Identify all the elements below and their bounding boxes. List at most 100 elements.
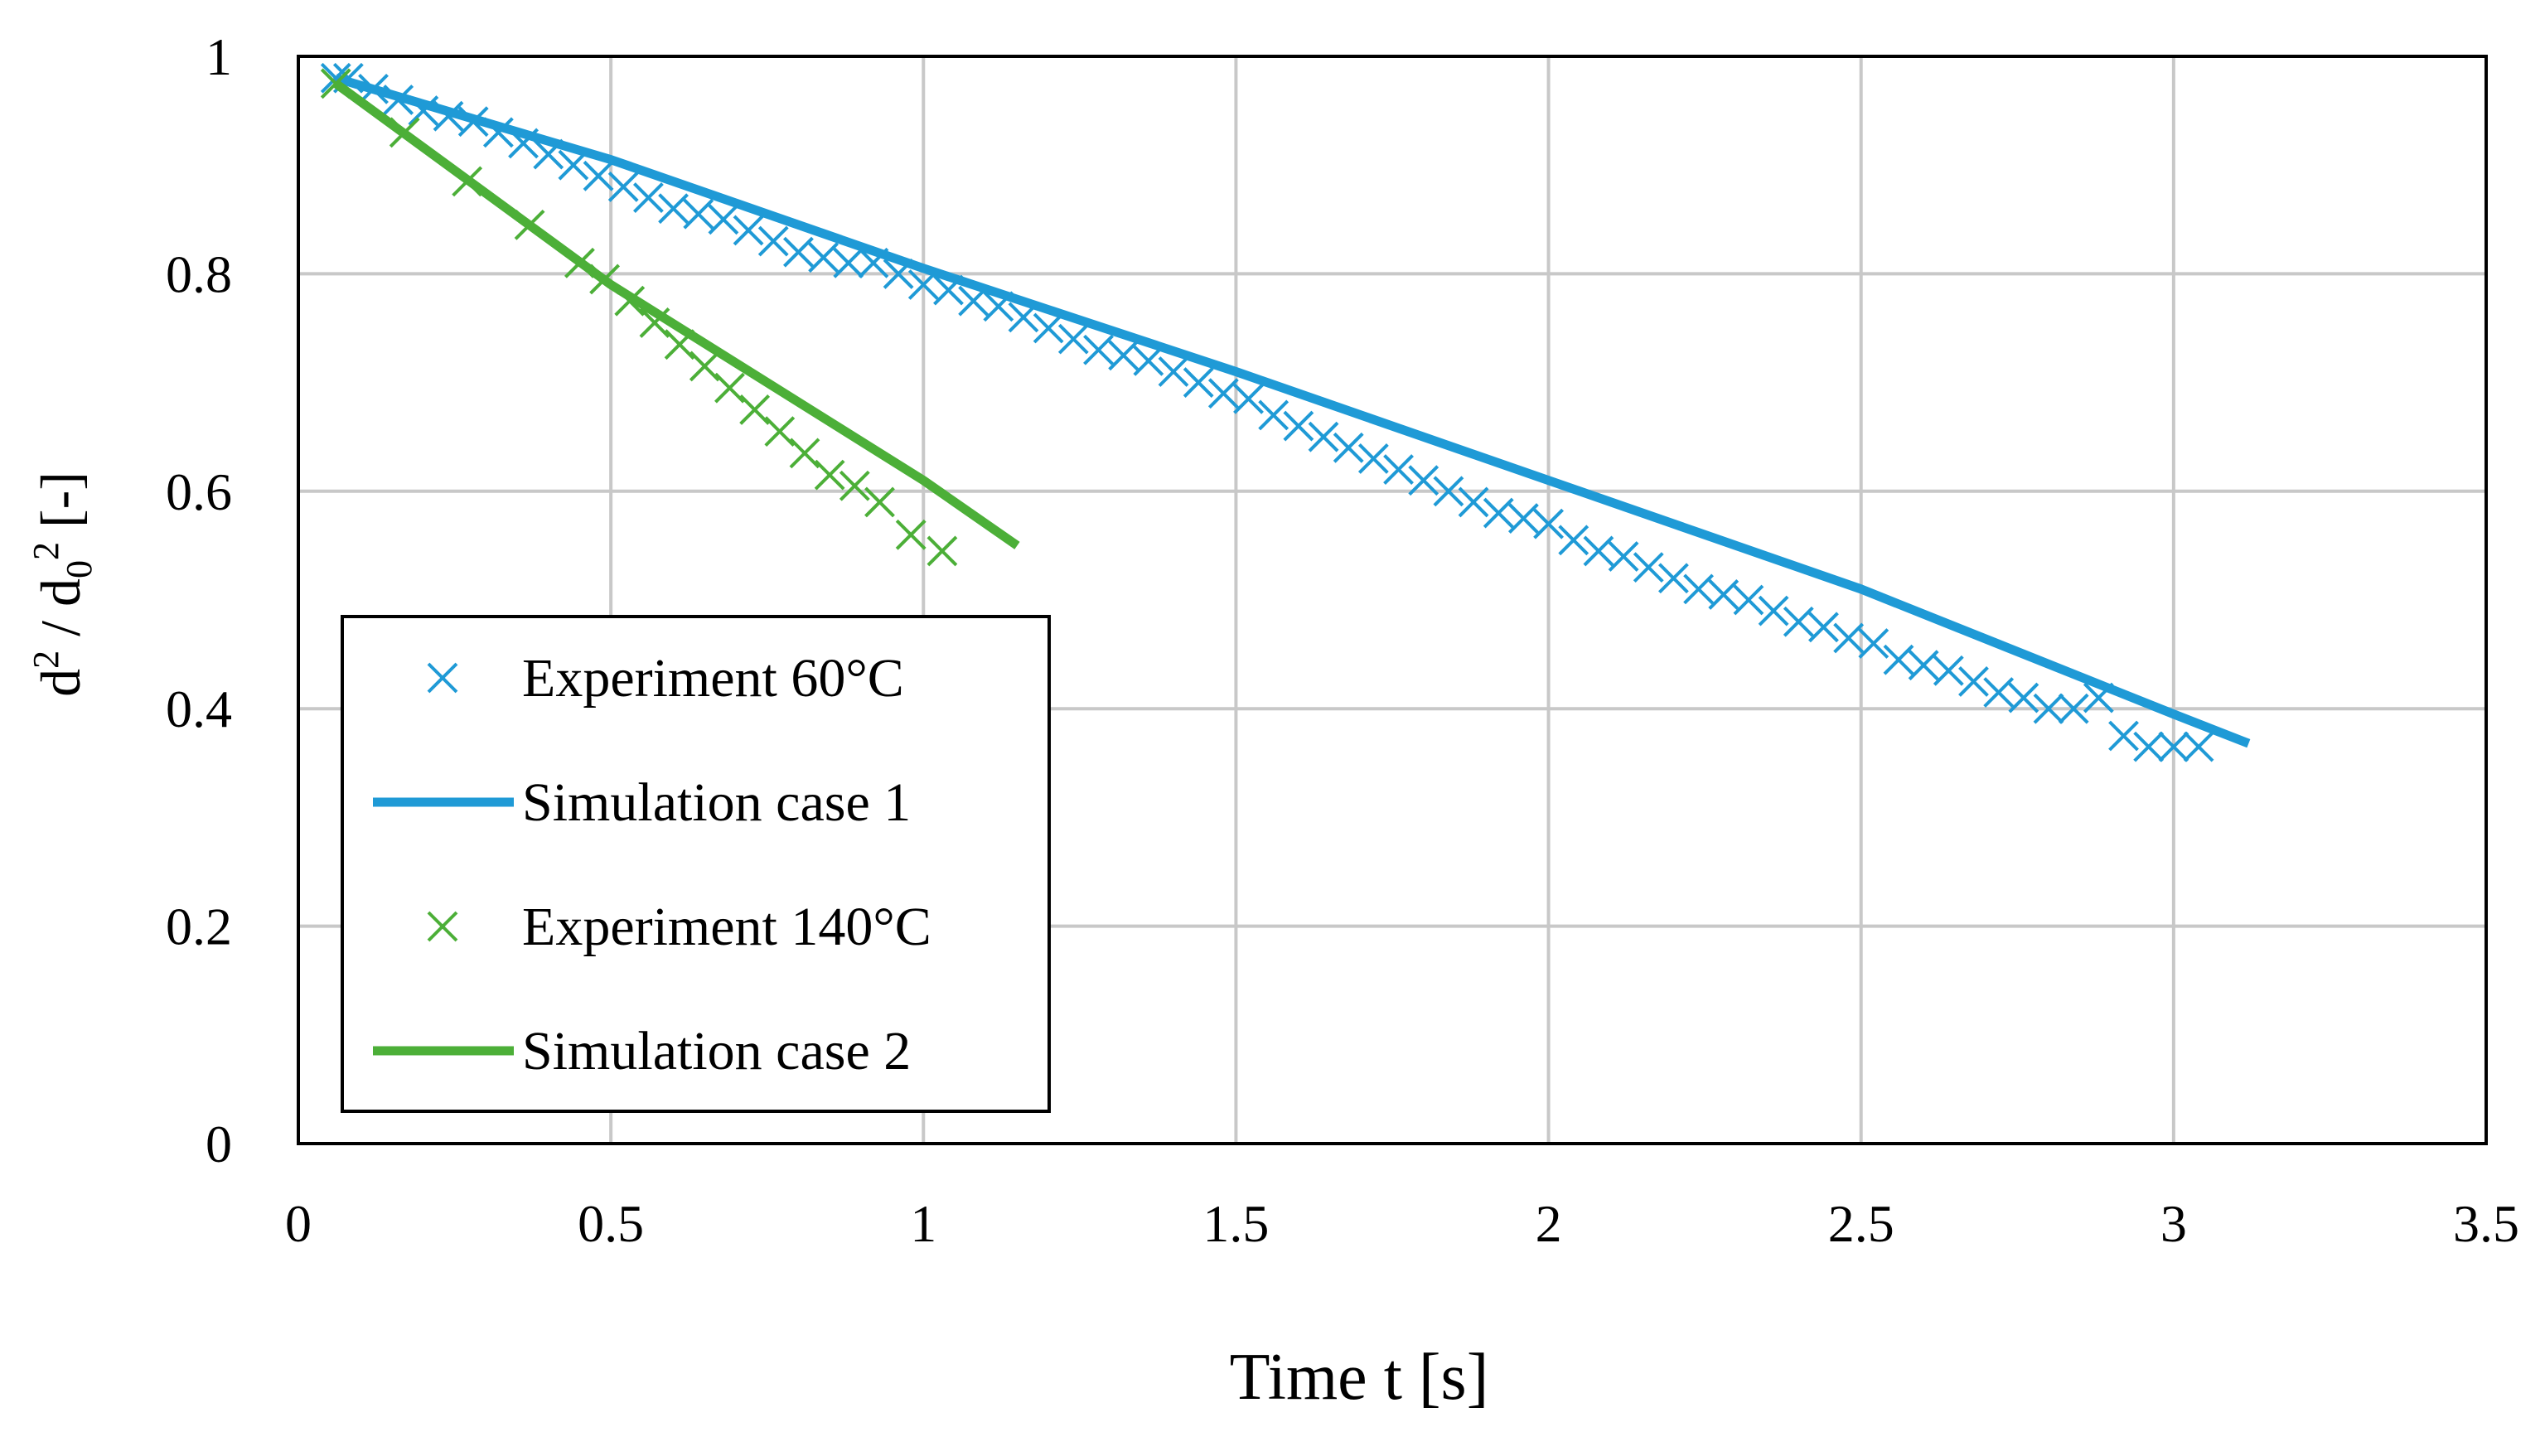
data-point bbox=[1033, 312, 1064, 344]
x-tick-label: 0 bbox=[285, 1194, 312, 1253]
data-point bbox=[1583, 535, 1614, 567]
x-tick-label: 2.5 bbox=[1828, 1194, 1894, 1253]
data-point bbox=[927, 535, 958, 567]
data-point bbox=[839, 470, 870, 501]
series-line bbox=[334, 73, 2251, 748]
series-layer bbox=[320, 62, 2251, 762]
data-point bbox=[1933, 655, 1964, 686]
data-point bbox=[1433, 476, 1464, 507]
data-point bbox=[2008, 682, 2039, 713]
data-point bbox=[1658, 563, 1689, 594]
data-point bbox=[1558, 525, 1589, 556]
data-point bbox=[833, 247, 864, 278]
data-point bbox=[1683, 573, 1715, 605]
data-point bbox=[1908, 650, 1939, 681]
data-point bbox=[2133, 731, 2165, 762]
data-point bbox=[1507, 503, 1539, 535]
legend-label: Experiment 60°C bbox=[522, 648, 904, 709]
legend-item: Simulation case 2 bbox=[373, 1021, 911, 1081]
data-point bbox=[607, 172, 639, 202]
data-point bbox=[783, 236, 814, 268]
x-axis-tick-labels: 0 0.5 1 1.5 2 2.5 3 3.5 bbox=[285, 1194, 2519, 1253]
data-point bbox=[2183, 731, 2214, 762]
data-point bbox=[632, 182, 664, 213]
data-point bbox=[1308, 421, 1339, 452]
y-label-sup2: 2 bbox=[26, 542, 66, 560]
data-point bbox=[1083, 334, 1114, 365]
y-tick-label: 1 bbox=[206, 27, 232, 86]
y-label-slash: / bbox=[29, 607, 92, 651]
data-point bbox=[789, 438, 820, 469]
data-point bbox=[1858, 628, 1889, 659]
data-point bbox=[1333, 432, 1364, 463]
y-label-d: d bbox=[29, 669, 92, 697]
data-point bbox=[1207, 378, 1239, 409]
legend-marker-swatch bbox=[427, 662, 458, 694]
data-point bbox=[658, 193, 689, 225]
data-point bbox=[2108, 720, 2139, 752]
legend-item: Experiment 140°C bbox=[427, 897, 931, 957]
y-label-unit: [-] bbox=[29, 472, 92, 542]
x-tick-label: 1.5 bbox=[1202, 1194, 1269, 1253]
data-point bbox=[864, 486, 895, 518]
data-point bbox=[1258, 399, 1289, 431]
y-axis-title: d2 / d02 [-] bbox=[26, 472, 99, 697]
data-point bbox=[814, 459, 845, 491]
data-point bbox=[1458, 486, 1489, 518]
data-point bbox=[1608, 541, 1639, 572]
y-tick-label: 0.8 bbox=[166, 244, 232, 303]
data-point bbox=[808, 242, 839, 273]
series-simulation-case-1 bbox=[334, 73, 2251, 748]
data-point bbox=[757, 225, 789, 257]
data-point bbox=[1758, 595, 1789, 626]
legend-box bbox=[341, 615, 1051, 1113]
data-point bbox=[1133, 345, 1164, 376]
data-point bbox=[1383, 454, 1414, 485]
series-line bbox=[333, 80, 1020, 549]
data-point bbox=[1483, 497, 1514, 529]
y-tick-label: 0.4 bbox=[166, 680, 232, 738]
data-point bbox=[1283, 410, 1314, 442]
legend: Experiment 60°C Simulation case 1 Experime… bbox=[341, 615, 1051, 1113]
data-point bbox=[733, 215, 764, 246]
data-point bbox=[2158, 731, 2189, 762]
x-axis-title: Time t [s] bbox=[1230, 1341, 1489, 1414]
legend-entries: Experiment 60°C Simulation case 1 Experime… bbox=[373, 648, 931, 1081]
y-label-sub: 0 bbox=[59, 560, 99, 578]
legend-label: Simulation case 1 bbox=[522, 772, 911, 833]
data-point bbox=[739, 394, 771, 425]
data-point bbox=[1057, 323, 1089, 355]
legend-item: Experiment 60°C bbox=[427, 648, 904, 709]
x-tick-label: 1 bbox=[910, 1194, 936, 1253]
x-tick-label: 2 bbox=[1536, 1194, 1562, 1253]
data-point bbox=[1883, 644, 1914, 675]
data-point bbox=[714, 372, 745, 404]
data-point bbox=[708, 204, 739, 235]
data-point bbox=[1983, 677, 2015, 708]
data-point bbox=[689, 351, 720, 382]
data-point bbox=[1533, 508, 1564, 539]
data-point bbox=[1357, 443, 1389, 474]
y-tick-label: 0.2 bbox=[166, 897, 232, 956]
data-point bbox=[1783, 606, 1814, 637]
data-point bbox=[2033, 693, 2064, 724]
legend-label: Experiment 140°C bbox=[522, 897, 931, 957]
y-tick-label: 0.6 bbox=[166, 462, 232, 521]
data-point bbox=[1233, 383, 1264, 414]
legend-item: Simulation case 1 bbox=[373, 772, 911, 833]
data-point bbox=[1808, 612, 1839, 643]
data-point bbox=[895, 519, 927, 550]
data-point bbox=[1408, 465, 1439, 496]
x-tick-label: 0.5 bbox=[578, 1194, 644, 1253]
data-point bbox=[1708, 579, 1739, 610]
x-tick-label: 3 bbox=[2160, 1194, 2187, 1253]
plot-area-frame bbox=[297, 55, 2488, 1145]
data-point bbox=[683, 198, 714, 230]
series-simulation-case-2 bbox=[333, 80, 1020, 549]
data-point bbox=[1183, 367, 1214, 399]
y-tick-label: 0 bbox=[206, 1115, 232, 1173]
legend-marker-swatch bbox=[427, 911, 458, 942]
data-point bbox=[2058, 693, 2089, 724]
legend-label: Simulation case 2 bbox=[522, 1021, 911, 1081]
